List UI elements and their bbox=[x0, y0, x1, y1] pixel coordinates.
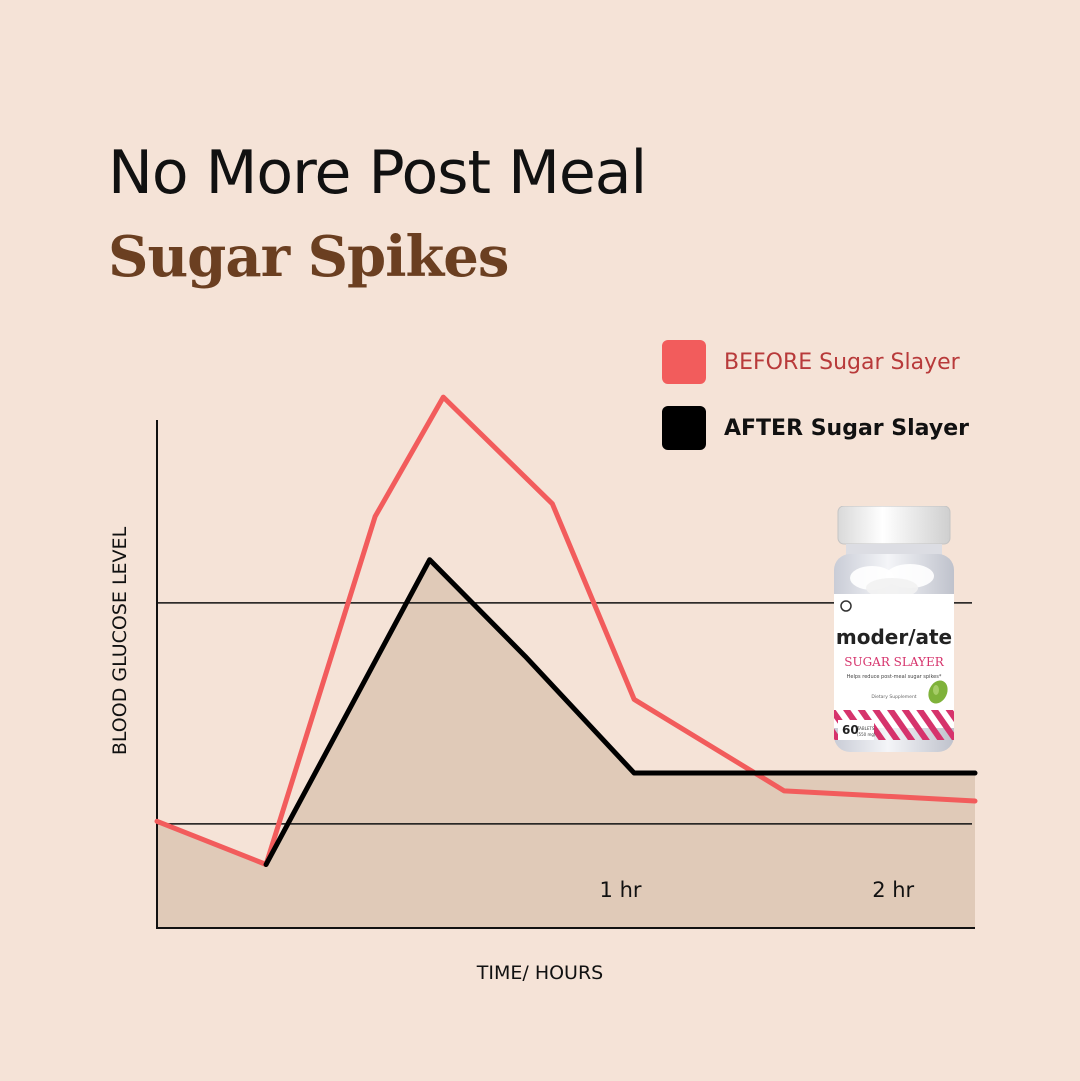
legend-swatch-before bbox=[662, 340, 706, 384]
after-series-line bbox=[263, 557, 978, 867]
product-brand: moder/ate bbox=[836, 625, 952, 649]
legend-item-before: BEFORE Sugar Slayer bbox=[662, 340, 969, 384]
x-tick-label-2hr: 2 hr bbox=[872, 878, 914, 902]
product-name: SUGAR SLAYER bbox=[844, 655, 944, 669]
product-bottle-image: moder/ate SUGAR SLAYER Helps reduce post… bbox=[834, 506, 954, 752]
legend-swatch-after bbox=[662, 406, 706, 450]
x-tick-label-1hr: 1 hr bbox=[600, 878, 642, 902]
legend-item-after: AFTER Sugar Slayer bbox=[662, 406, 969, 450]
product-type: Dietary Supplement bbox=[871, 694, 916, 700]
title-line-1: No More Post Meal bbox=[108, 138, 647, 208]
y-axis-label: BLOOD GLUCOSE LEVEL bbox=[109, 526, 131, 756]
product-dose: (550 mg) bbox=[857, 732, 876, 737]
x-axis-label: TIME/ HOURS bbox=[476, 962, 604, 984]
title-line-2: Sugar Spikes bbox=[108, 224, 509, 290]
legend-label-after: AFTER Sugar Slayer bbox=[724, 415, 969, 441]
product-count: 60 bbox=[842, 723, 859, 737]
legend: BEFORE Sugar Slayer AFTER Sugar Slayer bbox=[662, 340, 969, 472]
legend-label-before: BEFORE Sugar Slayer bbox=[724, 349, 960, 375]
product-tagline: Helps reduce post-meal sugar spikes* bbox=[847, 674, 942, 680]
product-count-unit: TABLETS bbox=[856, 726, 875, 731]
before-series-line bbox=[154, 394, 978, 867]
after-series-area bbox=[157, 559, 975, 928]
